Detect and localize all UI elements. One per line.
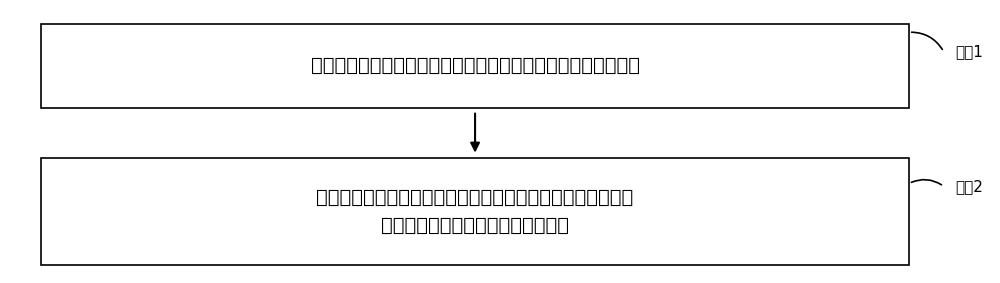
Text: 步骤2: 步骤2	[956, 179, 984, 194]
FancyBboxPatch shape	[41, 24, 909, 108]
Text: 根据所述第一特性和所述第二特性，获取所述热载流子应力实
验对所述待测器件特性的影响的结果: 根据所述第一特性和所述第二特性，获取所述热载流子应力实 验对所述待测器件特性的影…	[316, 188, 634, 235]
FancyBboxPatch shape	[41, 158, 909, 265]
Text: 通过热载流子应力实验获取所述待测器件的第一特性和第二特性: 通过热载流子应力实验获取所述待测器件的第一特性和第二特性	[311, 56, 640, 75]
Text: 步骤1: 步骤1	[956, 44, 984, 59]
